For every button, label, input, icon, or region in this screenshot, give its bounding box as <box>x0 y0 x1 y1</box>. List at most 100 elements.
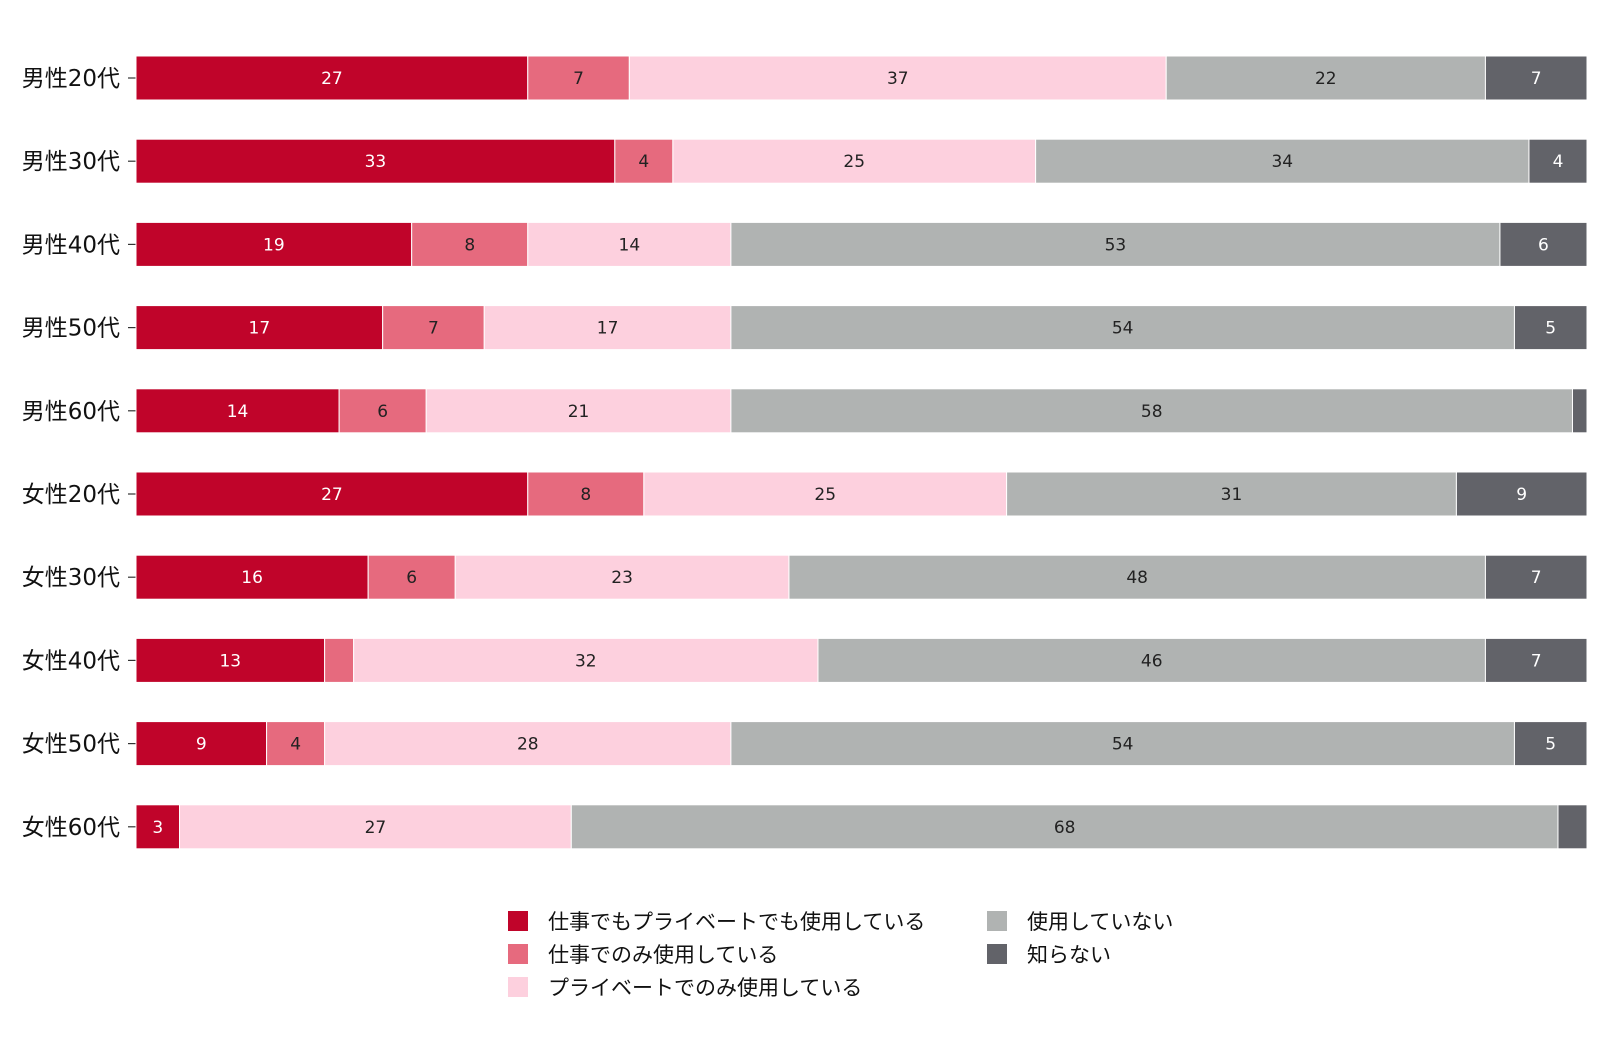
data-label: 58 <box>1141 402 1163 422</box>
bar-segment <box>730 388 1573 434</box>
data-label: 7 <box>1531 651 1542 671</box>
data-label: 7 <box>428 319 439 339</box>
data-label: 28 <box>517 735 539 755</box>
data-label: 25 <box>814 485 836 505</box>
bar-segment <box>817 637 1486 683</box>
bar-segment <box>1484 55 1588 101</box>
data-label: 32 <box>575 651 597 671</box>
category-label: 男性40代 <box>22 232 120 258</box>
bar-segment <box>135 55 529 101</box>
category-label: 女性60代 <box>22 815 120 841</box>
data-label: 14 <box>227 402 249 422</box>
data-label: 4 <box>638 152 649 172</box>
category-label: 男性50代 <box>22 316 120 342</box>
bar-segment <box>1484 637 1588 683</box>
data-label: 6 <box>1538 235 1549 255</box>
bar-segment <box>135 221 413 267</box>
data-label: 8 <box>580 485 591 505</box>
data-label: 7 <box>573 69 584 89</box>
bar-segment <box>730 721 1515 767</box>
data-label: 5 <box>1545 735 1556 755</box>
bar-segment <box>135 804 181 850</box>
bar-segment <box>411 221 529 267</box>
bar-segment <box>1513 721 1588 767</box>
data-label: 54 <box>1112 319 1134 339</box>
bar-segment <box>1006 471 1457 517</box>
bar-segment <box>628 55 1167 101</box>
data-label: 46 <box>1141 651 1163 671</box>
category-label: 男性30代 <box>22 149 120 175</box>
bar-segment <box>324 637 355 683</box>
data-label: 6 <box>406 568 417 588</box>
data-label: 27 <box>321 69 343 89</box>
bar-segment <box>527 471 645 517</box>
data-label: 25 <box>843 152 865 172</box>
legend-label: 使用していない <box>1027 910 1173 934</box>
bar-segment <box>527 55 630 101</box>
data-label: 54 <box>1112 735 1134 755</box>
data-label: 7 <box>1531 568 1542 588</box>
bar-segment <box>135 138 616 184</box>
bar-segment <box>643 471 1008 517</box>
bar-segment <box>266 721 326 767</box>
data-label: 16 <box>241 568 263 588</box>
legend-swatch <box>508 977 528 997</box>
data-label: 5 <box>1545 319 1556 339</box>
data-label: 22 <box>1315 69 1337 89</box>
data-label: 33 <box>365 152 387 172</box>
bar-segment <box>672 138 1037 184</box>
legend-swatch <box>987 911 1007 931</box>
bar-segment <box>730 221 1501 267</box>
data-label: 13 <box>219 651 241 671</box>
data-label: 17 <box>249 319 271 339</box>
legend-label: 仕事でもプライベートでも使用している <box>548 910 925 934</box>
data-label: 21 <box>568 402 590 422</box>
data-label: 27 <box>365 818 387 838</box>
bar-segment <box>135 388 340 434</box>
bar-segment <box>338 388 427 434</box>
data-label: 7 <box>1531 69 1542 89</box>
category-label: 男性60代 <box>22 399 120 425</box>
data-label: 53 <box>1105 235 1127 255</box>
bar-segment <box>1571 388 1588 434</box>
data-label: 9 <box>1516 485 1527 505</box>
category-label: 女性40代 <box>22 648 120 674</box>
bar-segment <box>527 221 732 267</box>
data-label: 4 <box>1553 152 1564 172</box>
legend-swatch <box>508 944 528 964</box>
data-label: 14 <box>619 235 641 255</box>
data-label: 3 <box>152 818 163 838</box>
data-label: 34 <box>1271 152 1293 172</box>
data-label: 6 <box>377 402 388 422</box>
bar-segment <box>1528 138 1588 184</box>
data-label: 23 <box>611 568 633 588</box>
bar-segment <box>483 305 732 351</box>
bar-segment <box>1499 221 1588 267</box>
bar-segment <box>135 554 369 600</box>
bar-segment <box>135 637 326 683</box>
data-label: 19 <box>263 235 285 255</box>
legend-label: 知らない <box>1027 943 1111 967</box>
bar-segment <box>730 305 1515 351</box>
bar-segment <box>1484 554 1588 600</box>
data-label: 37 <box>887 69 909 89</box>
data-label: 27 <box>321 485 343 505</box>
bar-segment <box>454 554 790 600</box>
category-label: 女性30代 <box>22 565 120 591</box>
bar-segment <box>614 138 674 184</box>
category-label: 女性50代 <box>22 732 120 758</box>
bar-segment <box>1557 804 1588 850</box>
bar-segment <box>788 554 1486 600</box>
bar-segment <box>1513 305 1588 351</box>
category-label: 女性20代 <box>22 482 120 508</box>
bar-segment <box>425 388 732 434</box>
bar-segment <box>570 804 1559 850</box>
data-label: 31 <box>1221 485 1243 505</box>
data-label: 4 <box>290 735 301 755</box>
data-label: 48 <box>1126 568 1148 588</box>
bar-segment <box>1455 471 1588 517</box>
legend-label: 仕事でのみ使用している <box>548 943 778 967</box>
legend-label: プライベートでのみ使用している <box>548 976 862 1000</box>
